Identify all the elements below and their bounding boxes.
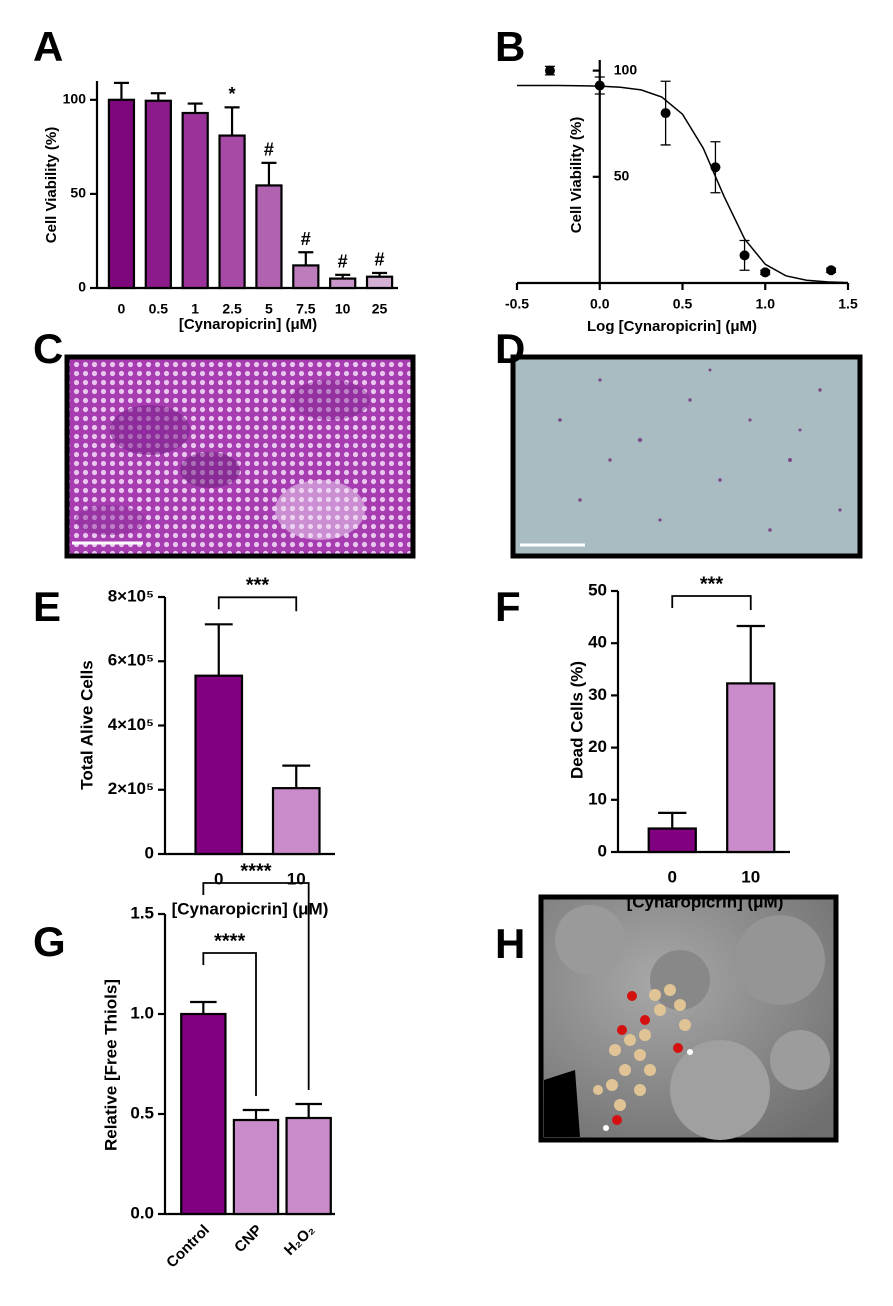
docking-render — [538, 894, 839, 1143]
significance-bracket — [217, 596, 298, 612]
y-tick-label: 30 — [588, 685, 607, 704]
panel-letter: D — [495, 325, 525, 372]
significance-bracket — [671, 595, 752, 610]
panel-letter: B — [495, 23, 525, 70]
x-tick-label: 7.5 — [296, 301, 316, 317]
y-tick-label: 0 — [78, 279, 86, 295]
y-axis-label: Dead Cells (%) — [567, 661, 586, 779]
x-axis-label: Log [Cynaropicrin] (μM) — [587, 318, 757, 335]
micrograph-c — [64, 354, 416, 559]
data-point — [710, 162, 721, 173]
annotation: * — [229, 84, 236, 104]
x-tick-label: -0.5 — [505, 296, 529, 312]
data-point — [826, 265, 837, 276]
significance-label: **** — [214, 930, 245, 952]
annotation: # — [264, 140, 274, 160]
y-tick-label: 100 — [614, 61, 638, 77]
x-tick-label: 0 — [214, 869, 223, 888]
y-axis-label: Cell Viability (%) — [43, 127, 60, 243]
significance-label: *** — [700, 573, 724, 595]
annotation: # — [338, 252, 348, 272]
x-axis-label: [Cynaropicrin] (μM) — [179, 316, 317, 333]
y-axis-label: Total Alive Cells — [77, 660, 96, 789]
annotation: # — [301, 229, 311, 249]
x-tick-label: 1.5 — [838, 296, 858, 312]
x-axis-label: [Cynaropicrin] (μM) — [627, 892, 784, 911]
y-tick-label: 40 — [588, 633, 607, 652]
panel-letter: C — [33, 325, 63, 372]
y-tick-label: 20 — [588, 737, 607, 756]
x-tick-label: 0 — [668, 867, 677, 886]
y-tick-label: 50 — [70, 185, 86, 201]
y-tick-label: 0.0 — [130, 1203, 154, 1222]
bar — [365, 275, 394, 290]
significance-label: **** — [240, 860, 271, 882]
micrograph-d — [510, 354, 863, 559]
y-tick-label: 1.0 — [130, 1003, 154, 1022]
x-tick-label: 0 — [118, 301, 126, 317]
significance-bracket — [202, 952, 257, 1096]
bar — [726, 682, 776, 854]
x-tick-label: 0.5 — [673, 296, 693, 312]
data-point — [760, 267, 771, 278]
y-tick-label: 4×10⁵ — [108, 715, 154, 734]
data-point — [594, 80, 605, 91]
bar — [292, 264, 320, 290]
x-tick-label: 10 — [287, 869, 306, 888]
x-tick-label: 2.5 — [222, 301, 242, 317]
x-tick-label: 1.0 — [756, 296, 776, 312]
y-tick-label: 6×10⁵ — [108, 651, 154, 670]
y-tick-label: 10 — [588, 789, 607, 808]
panel-letter: A — [33, 23, 63, 70]
x-tick-label: 5 — [265, 301, 273, 317]
y-tick-label: 1.5 — [130, 903, 154, 922]
bar — [285, 1116, 332, 1216]
y-tick-label: 8×10⁵ — [108, 586, 154, 605]
x-tick-label: Control — [163, 1222, 213, 1272]
data-point — [739, 250, 750, 261]
panel-letter: H — [495, 920, 525, 967]
x-tick-label: 0.0 — [590, 296, 610, 312]
y-tick-label: 0.5 — [130, 1103, 154, 1122]
bar — [255, 184, 283, 290]
panel-letter: E — [33, 583, 61, 630]
y-axis-label: Cell Viability (%) — [568, 117, 585, 233]
x-tick-label: CNP — [231, 1222, 265, 1256]
fit-curve — [517, 84, 849, 284]
bar — [329, 277, 357, 290]
data-point — [544, 65, 555, 76]
y-tick-label: 100 — [63, 91, 87, 107]
x-axis-label: [Cynaropicrin] (μM) — [172, 899, 329, 918]
bar — [194, 674, 244, 856]
y-tick-label: 0 — [598, 841, 607, 860]
data-point — [660, 108, 671, 119]
panel-letter: F — [495, 583, 521, 630]
annotation: # — [375, 250, 385, 270]
bar — [181, 111, 209, 290]
x-tick-label: 10 — [335, 301, 351, 317]
significance-label: *** — [246, 575, 270, 597]
bar — [232, 1118, 280, 1216]
y-tick-label: 50 — [588, 580, 607, 599]
significance-bracket — [202, 882, 310, 1090]
y-axis-label: Relative [Free Thiols] — [101, 979, 120, 1151]
y-tick-label: 2×10⁵ — [108, 779, 154, 798]
bar — [144, 99, 172, 290]
y-tick-label: 50 — [614, 168, 630, 184]
bar — [218, 134, 246, 290]
bar — [180, 1012, 227, 1216]
bar — [271, 787, 321, 856]
x-tick-label: 25 — [372, 301, 388, 317]
x-tick-label: 0.5 — [149, 301, 169, 317]
panel-letter: G — [33, 918, 66, 965]
bar — [647, 827, 697, 854]
x-tick-label: 1 — [191, 301, 199, 317]
y-tick-label: 0 — [145, 843, 154, 862]
x-tick-label: 10 — [741, 867, 760, 886]
bar — [107, 98, 136, 290]
x-tick-label: H₂O₂ — [281, 1222, 318, 1259]
